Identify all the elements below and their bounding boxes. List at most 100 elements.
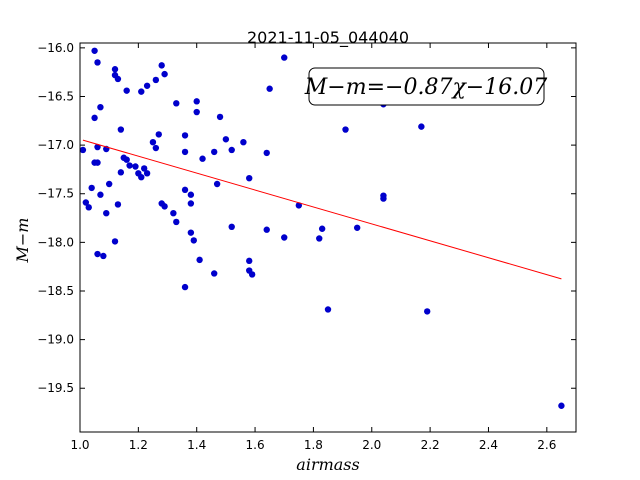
data-point <box>138 174 145 181</box>
data-point <box>97 103 104 111</box>
x-tick-label: 2.0 <box>362 438 381 452</box>
y-tick-label: −18.0 <box>37 235 74 249</box>
y-tick-label: −19.0 <box>37 333 74 347</box>
data-point <box>85 204 92 211</box>
data-point <box>158 62 165 69</box>
data-point <box>558 402 565 409</box>
data-point <box>94 250 101 258</box>
data-point <box>126 162 133 169</box>
data-point <box>281 234 288 241</box>
x-tick-label: 2.6 <box>537 438 556 452</box>
data-point <box>152 76 160 84</box>
data-point <box>170 209 177 217</box>
x-tick-label: 1.2 <box>129 438 148 452</box>
data-point <box>266 85 273 92</box>
data-point <box>181 186 189 194</box>
data-point <box>143 170 151 177</box>
data-point <box>187 200 195 207</box>
data-point <box>353 224 361 231</box>
data-point <box>152 144 160 152</box>
data-point <box>103 209 110 217</box>
data-point <box>117 169 125 176</box>
data-point <box>94 159 101 166</box>
x-tick-label: 1.8 <box>304 438 323 452</box>
data-point <box>111 238 119 245</box>
data-point <box>380 195 387 202</box>
data-point <box>181 148 189 156</box>
fit-line <box>82 139 562 280</box>
data-point <box>132 163 139 170</box>
data-point <box>318 225 326 232</box>
data-point <box>94 143 101 151</box>
data-point <box>228 223 235 230</box>
data-point <box>193 98 200 105</box>
annotation-label: M−m=−0.87χ−16.07 <box>304 75 547 100</box>
data-point <box>211 270 218 277</box>
chart-title: 2021-11-05_044040 <box>247 28 409 48</box>
data-point <box>342 126 349 133</box>
data-point <box>138 88 145 95</box>
data-point <box>240 138 247 146</box>
data-point <box>187 229 195 236</box>
data-point <box>196 256 203 264</box>
data-point <box>216 113 224 121</box>
data-point <box>211 148 218 156</box>
data-point <box>105 180 113 188</box>
data-point <box>123 156 130 163</box>
y-tick-label: −16.0 <box>37 41 74 55</box>
data-point <box>281 54 288 61</box>
plot-frame <box>79 42 577 433</box>
data-point <box>316 235 323 242</box>
data-point <box>173 218 180 226</box>
data-point <box>161 70 168 78</box>
x-tick-label: 1.6 <box>246 438 265 452</box>
data-point <box>246 257 253 265</box>
data-point <box>418 123 425 130</box>
data-point <box>181 132 189 139</box>
data-point <box>222 136 230 143</box>
y-axis-label: M−m <box>13 218 32 264</box>
y-tick-label: −16.5 <box>37 89 74 103</box>
data-point <box>161 203 168 210</box>
data-point <box>173 100 180 107</box>
data-point <box>143 82 151 89</box>
x-tick-label: 1.4 <box>187 438 206 452</box>
data-point <box>199 155 206 162</box>
data-point <box>424 308 431 315</box>
data-point <box>187 191 195 198</box>
x-tick-label: 2.2 <box>421 438 440 452</box>
data-point <box>263 226 270 233</box>
data-point <box>181 283 189 291</box>
data-point <box>123 87 130 94</box>
annotation-box <box>308 67 545 106</box>
data-point <box>149 138 157 146</box>
data-point <box>91 114 98 122</box>
fit-annotation: M−m=−0.87χ−16.07 <box>304 67 547 106</box>
data-point <box>117 126 125 133</box>
data-point <box>97 191 104 198</box>
data-point <box>79 146 87 154</box>
data-point <box>114 201 122 208</box>
data-point <box>228 146 235 154</box>
data-point <box>100 252 107 260</box>
y-tick-label: −19.5 <box>37 381 74 395</box>
x-tick-label: 1.0 <box>70 438 89 452</box>
data-point <box>324 306 332 313</box>
data-point <box>190 237 197 244</box>
data-point <box>140 165 148 172</box>
y-tick-label: −17.0 <box>37 138 74 152</box>
data-point <box>213 180 221 188</box>
data-point <box>295 202 303 209</box>
y-tick-label: −18.5 <box>37 284 74 298</box>
x-axis-label: airmass <box>296 455 359 474</box>
data-point <box>111 66 119 73</box>
data-point <box>114 75 122 83</box>
data-point <box>248 271 256 278</box>
x-tick-label: 2.4 <box>479 438 498 452</box>
data-point <box>91 47 98 54</box>
y-tick-label: −17.5 <box>37 187 74 201</box>
data-point <box>155 131 162 138</box>
data-point <box>82 199 90 206</box>
